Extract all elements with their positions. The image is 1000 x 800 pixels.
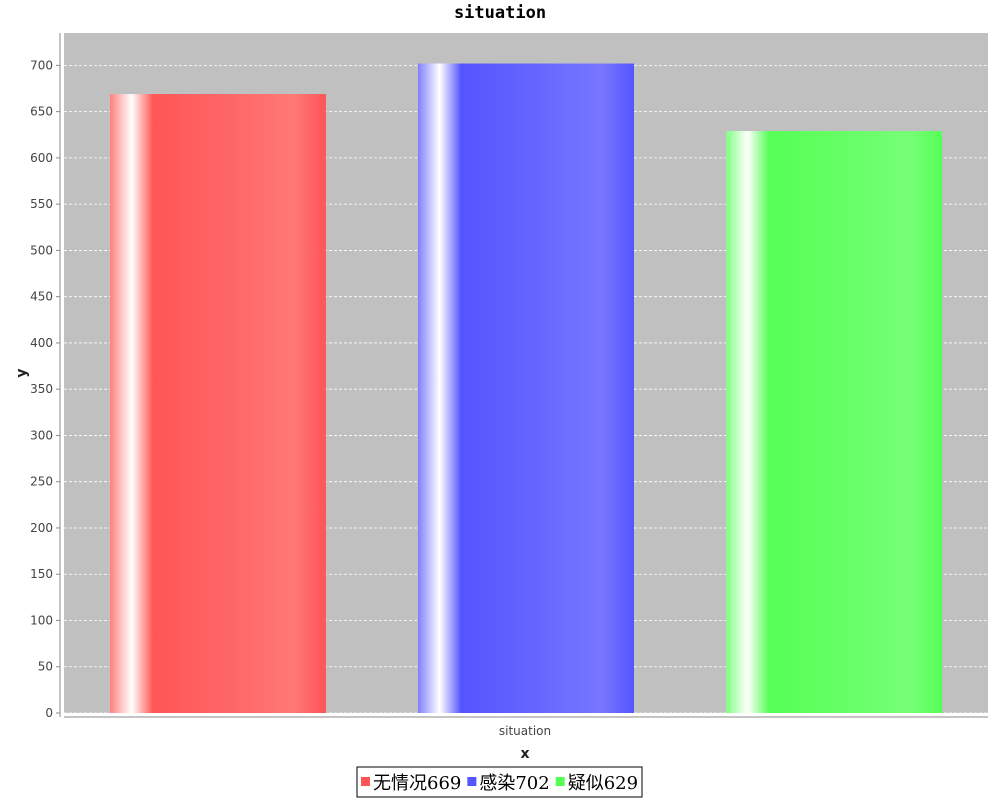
legend-swatch xyxy=(555,777,565,786)
legend-swatch xyxy=(361,777,370,786)
y-tick-label: 450 xyxy=(30,290,53,304)
bars xyxy=(110,63,942,714)
y-tick-label: 150 xyxy=(30,567,53,581)
legend-label: 疑似629 xyxy=(568,773,638,794)
y-tick-label: 600 xyxy=(30,151,53,165)
legend-label: 感染702 xyxy=(479,773,549,794)
y-tick-label: 350 xyxy=(30,382,53,396)
legend-label: 无情况669 xyxy=(373,773,461,794)
y-tick-label: 550 xyxy=(30,197,53,211)
bar xyxy=(726,131,942,714)
y-tick-label: 400 xyxy=(30,336,53,350)
y-tick-label: 650 xyxy=(30,105,53,119)
bar xyxy=(418,63,634,713)
y-tick-label: 100 xyxy=(30,613,53,627)
legend-box xyxy=(356,766,643,798)
y-tick-label: 700 xyxy=(30,58,53,72)
chart-title: situation xyxy=(454,3,546,23)
y-axis-ticks: 0 50 100 150 200 250 300 350 400 450 500 550 600 650 7… xyxy=(30,58,60,720)
bar xyxy=(110,94,326,714)
y-axis-label: y xyxy=(14,368,30,377)
x-axis-label: x xyxy=(520,746,529,762)
y-tick-label: 300 xyxy=(30,428,53,442)
y-tick-label: 200 xyxy=(30,521,53,535)
y-tick-label: 0 xyxy=(45,706,53,720)
y-tick-label: 50 xyxy=(38,660,53,674)
y-tick-label: 250 xyxy=(30,475,53,489)
x-category-label: situation xyxy=(499,724,551,738)
y-tick-label: 500 xyxy=(30,243,53,257)
legend-swatch xyxy=(467,777,477,786)
legend: 无情况669 感染702 疑似629 xyxy=(361,773,638,794)
